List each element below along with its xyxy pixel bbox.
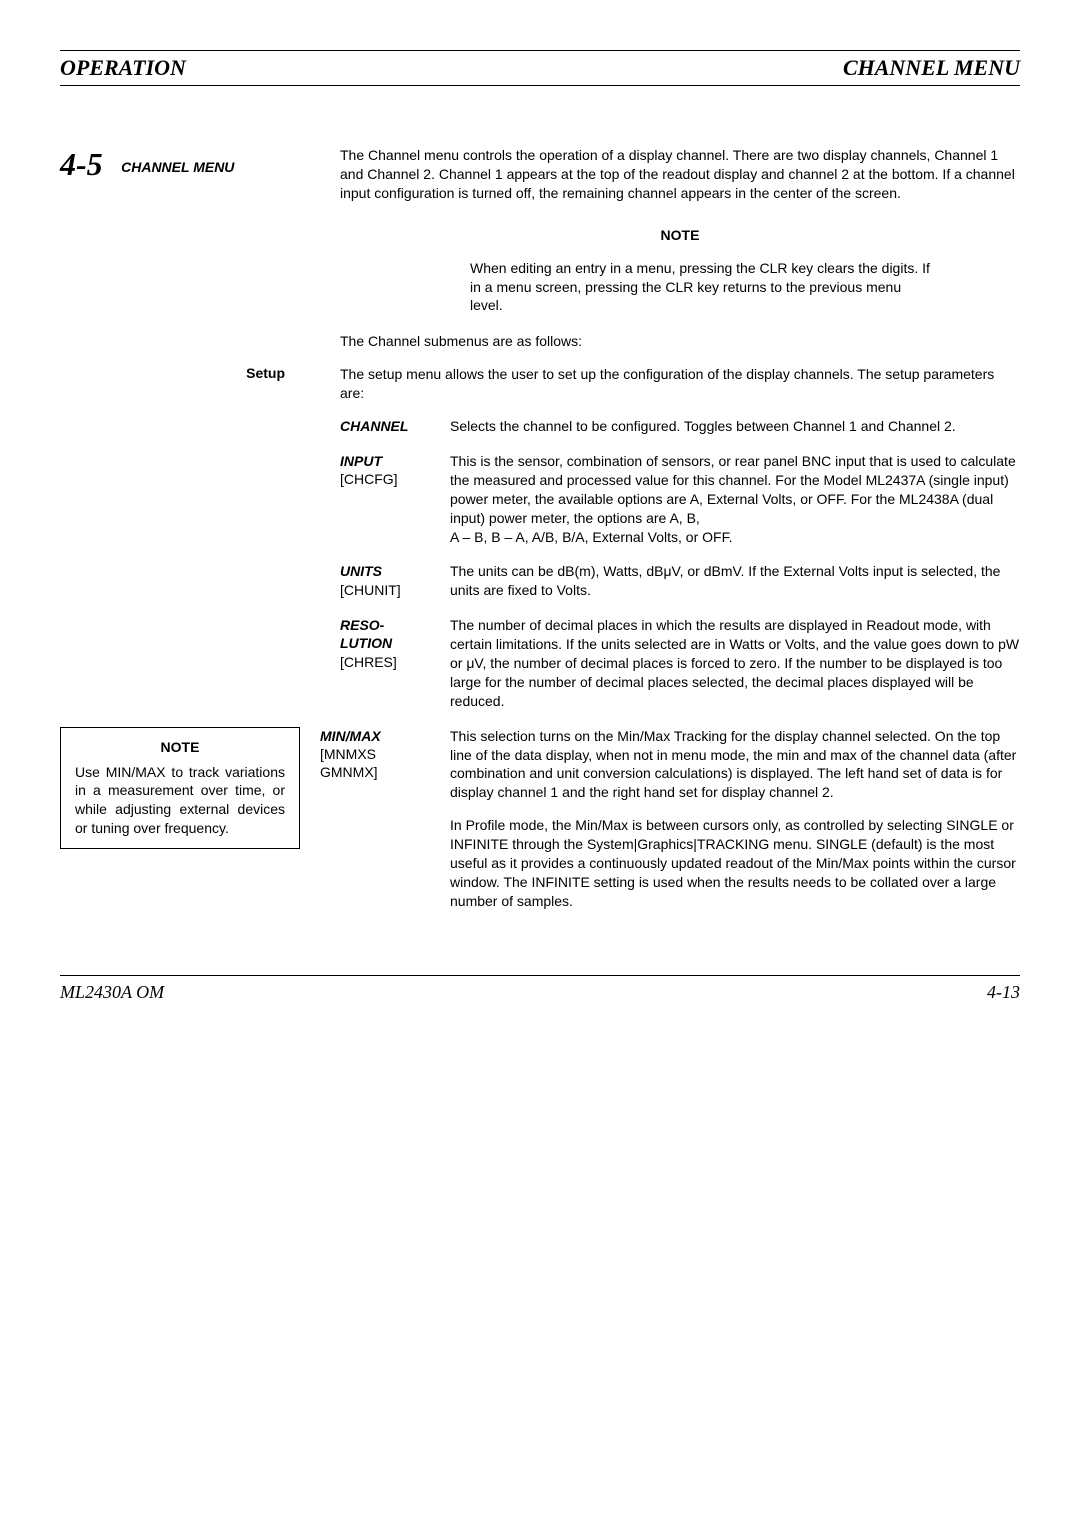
param-minmax-code2: GMNMX] <box>320 764 378 780</box>
param-reso-name2: LUTION <box>340 635 392 651</box>
note-box: NOTE Use MIN/MAX to track variations in … <box>60 727 300 849</box>
param-minmax-desc2: In Profile mode, the Min/Max is between … <box>450 816 1020 910</box>
param-minmax-code1: [MNMXS <box>320 746 376 762</box>
setup-label: Setup <box>246 365 285 381</box>
note-label: NOTE <box>340 227 1020 243</box>
section-title: CHANNEL MENU <box>121 159 234 175</box>
footer-left: ML2430A OM <box>60 982 164 1003</box>
param-input: INPUT [CHCFG] This is the sensor, combin… <box>340 452 1020 546</box>
section-intro-text: The Channel menu controls the operation … <box>340 146 1020 203</box>
param-minmax: MIN/MAX [MNMXS GMNMX] This selection tur… <box>320 727 1020 925</box>
param-units-code: [CHUNIT] <box>340 582 401 598</box>
note-box-title: NOTE <box>75 738 285 757</box>
param-minmax-name: MIN/MAX <box>320 728 381 744</box>
setup-row: Setup The setup menu allows the user to … <box>60 365 1020 403</box>
param-units-desc: The units can be dB(m), Watts, dBμV, or … <box>450 562 1020 600</box>
page-header: OPERATION CHANNEL MENU <box>60 50 1020 86</box>
param-reso-code: [CHRES] <box>340 654 397 670</box>
section-intro-row: 4-5 CHANNEL MENU The Channel menu contro… <box>60 146 1020 203</box>
submenu-intro: The Channel submenus are as follows: <box>340 333 1020 349</box>
setup-desc: The setup menu allows the user to set up… <box>340 365 1020 403</box>
note-text: When editing an entry in a menu, pressin… <box>470 259 930 316</box>
param-input-code: [CHCFG] <box>340 471 398 487</box>
param-reso-name1: RESO- <box>340 617 384 633</box>
header-left: OPERATION <box>60 55 186 81</box>
param-minmax-desc1: This selection turns on the Min/Max Trac… <box>450 727 1020 803</box>
footer-right: 4-13 <box>987 982 1020 1003</box>
param-input-desc: This is the sensor, combination of senso… <box>450 452 1020 546</box>
param-units: UNITS [CHUNIT] The units can be dB(m), W… <box>340 562 1020 600</box>
section-heading: 4-5 CHANNEL MENU <box>60 146 340 203</box>
param-channel-desc: Selects the channel to be configured. To… <box>450 417 1020 436</box>
param-units-name: UNITS <box>340 563 382 579</box>
note-block: NOTE When editing an entry in a menu, pr… <box>340 227 1020 316</box>
section-number: 4-5 <box>60 146 103 183</box>
param-channel-name: CHANNEL <box>340 418 408 434</box>
param-input-name: INPUT <box>340 453 382 469</box>
header-right: CHANNEL MENU <box>843 55 1020 81</box>
note-box-text: Use MIN/MAX to track variations in a mea… <box>75 763 285 839</box>
lower-section: NOTE Use MIN/MAX to track variations in … <box>60 727 1020 925</box>
param-channel: CHANNEL Selects the channel to be config… <box>340 417 1020 436</box>
page-footer: ML2430A OM 4-13 <box>60 975 1020 1003</box>
param-reso-desc: The number of decimal places in which th… <box>450 616 1020 710</box>
param-reso: RESO- LUTION [CHRES] The number of decim… <box>340 616 1020 710</box>
